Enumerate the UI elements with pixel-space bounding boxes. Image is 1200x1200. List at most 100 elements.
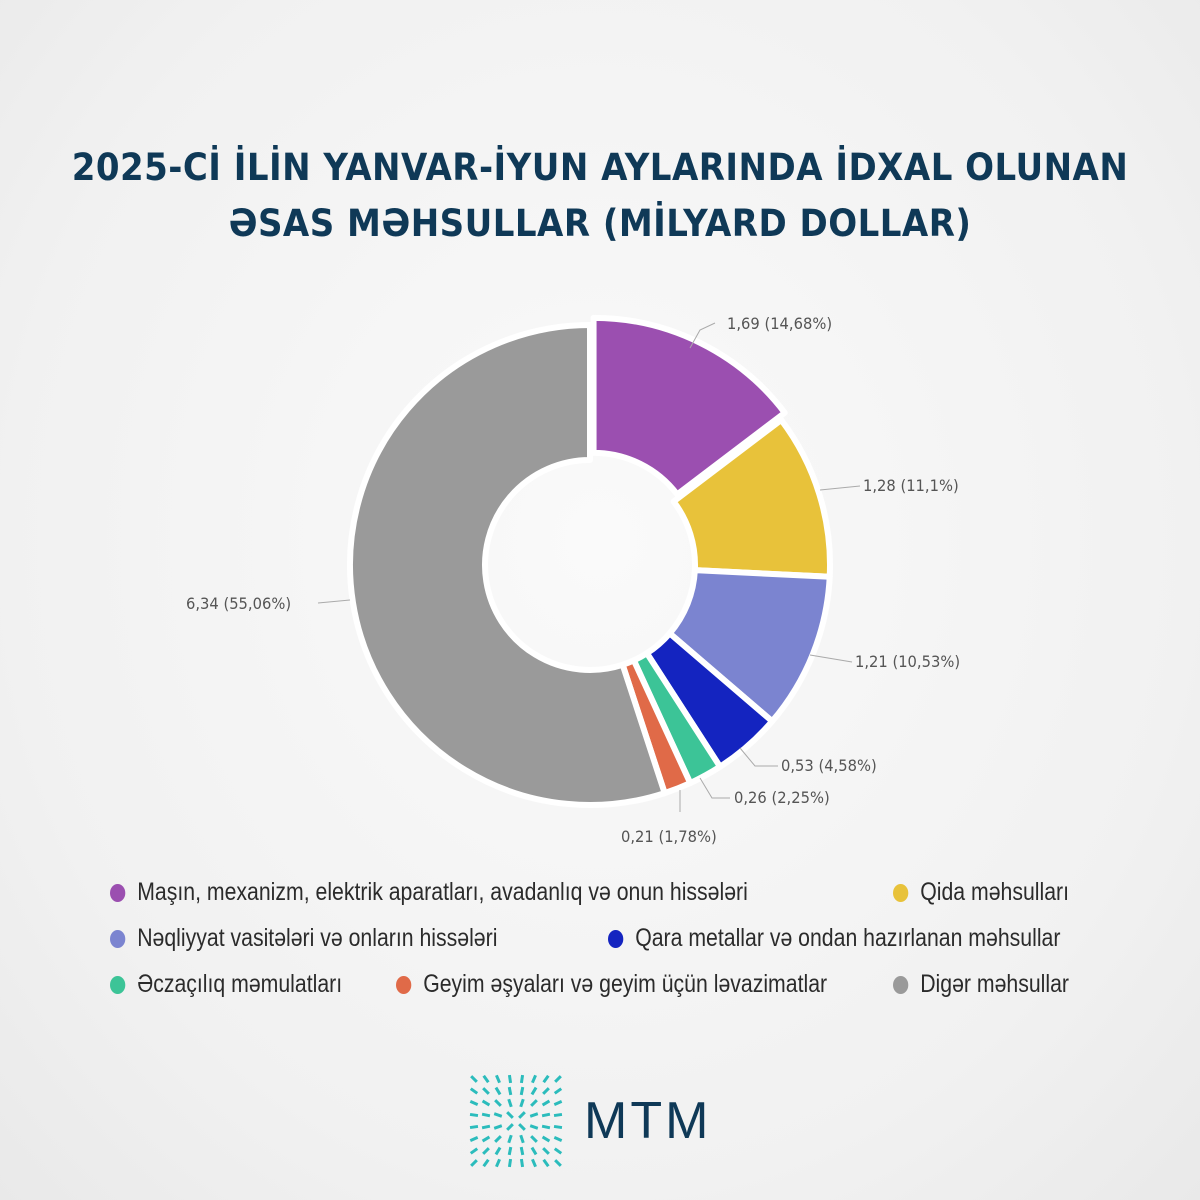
logo-dash: [494, 1086, 502, 1096]
legend-dot: [893, 883, 909, 902]
data-label-3: 0,53 (4,58%): [781, 756, 877, 775]
logo-dash: [507, 1158, 513, 1168]
legend-dot: [110, 883, 126, 902]
logo-dash: [506, 1123, 514, 1131]
logo-dash: [541, 1099, 551, 1107]
logo-dash: [530, 1086, 538, 1096]
legend-label: Geyim əşyaları və geyim üçün ləvazimatla…: [423, 970, 828, 998]
logo-dash: [507, 1086, 513, 1096]
logo-dash: [494, 1135, 502, 1143]
leader-line-4: [699, 777, 730, 799]
logo-dash: [507, 1146, 513, 1156]
data-label-4: 0,26 (2,25%): [734, 788, 830, 807]
data-label-2: 1,21 (10,53%): [855, 652, 961, 671]
legend-item-machinery: Maşın, mexanizm, elektrik aparatları, av…: [110, 878, 748, 907]
data-label-5: 0,21 (1,78%): [621, 827, 717, 846]
legend-item-food: Qida məhsulları: [893, 878, 1069, 907]
logo-dash: [507, 1134, 513, 1144]
logo-dash: [469, 1147, 479, 1155]
logo-dash: [519, 1146, 525, 1156]
legend-dot: [608, 929, 624, 948]
logo-dash: [553, 1147, 563, 1155]
leader-line-6: [317, 599, 351, 604]
logo-dash: [530, 1099, 538, 1107]
logo-dash: [481, 1099, 491, 1107]
legend-label: Əczaçılıq məmulatları: [137, 970, 343, 998]
logo-dash: [494, 1146, 502, 1156]
logo-dash: [482, 1158, 490, 1168]
legend-label: Nəqliyyat vasitələri və onların hissələr…: [137, 924, 498, 952]
logo-dash: [553, 1112, 563, 1118]
legend-label: Qida məhsulları: [920, 878, 1070, 906]
logo-dash: [542, 1158, 550, 1168]
legend-item-vehicles: Nəqliyyat vasitələri və onların hissələr…: [110, 924, 497, 953]
data-label-6: 6,34 (55,06%): [186, 594, 292, 613]
logo-dash: [519, 1086, 525, 1096]
legend-dot: [396, 975, 412, 994]
legend-item-clothing: Geyim əşyaları və geyim üçün ləvazimatla…: [396, 970, 827, 999]
logo-dash: [519, 1098, 525, 1108]
legend-item-pharma: Əczaçılıq məmulatları: [110, 970, 342, 999]
slice-6: [347, 322, 668, 808]
legend-label: Maşın, mexanizm, elektrik aparatları, av…: [137, 878, 748, 906]
logo-dash: [469, 1112, 479, 1118]
logo-dash: [482, 1074, 490, 1084]
logo-dash: [531, 1074, 537, 1084]
logo-dash: [482, 1147, 490, 1155]
logo-dash: [507, 1098, 513, 1108]
logo-dash: [481, 1112, 491, 1118]
logo-dash: [470, 1075, 478, 1083]
logo-text: MTM: [584, 1092, 712, 1150]
logo-dash: [469, 1124, 479, 1130]
logo-dash: [493, 1124, 503, 1130]
logo-dash: [542, 1087, 550, 1095]
logo-dash: [469, 1100, 479, 1106]
logo-dash: [529, 1112, 539, 1118]
logo-dash: [541, 1135, 551, 1143]
logo-dash: [553, 1100, 563, 1106]
logo-dash: [529, 1124, 539, 1130]
legend-dot: [893, 975, 909, 994]
logo-dash: [553, 1136, 563, 1142]
logo-dash: [470, 1159, 478, 1167]
logo-dash: [481, 1135, 491, 1143]
logo-dash: [553, 1124, 563, 1130]
title-line-2: ƏSAS MƏHSULLAR (MİLYARD DOLLAR): [228, 202, 972, 245]
logo-dash: [494, 1099, 502, 1107]
logo-dash: [481, 1124, 491, 1130]
logo-dash: [518, 1111, 526, 1119]
logo-dash: [469, 1136, 479, 1142]
title-line-1: 2025-Cİ İLİN YANVAR-İYUN AYLARINDA İDXAL…: [71, 146, 1129, 189]
mtm-logo: MTM: [468, 1073, 711, 1169]
logo-dash: [542, 1147, 550, 1155]
logo-dash: [519, 1134, 525, 1144]
leader-line-3: [739, 747, 778, 767]
leader-line-0: [689, 322, 716, 349]
logo-dash: [518, 1123, 526, 1131]
logo-dash: [519, 1158, 525, 1168]
leader-line-2: [809, 654, 853, 663]
logo-dash: [541, 1112, 551, 1118]
logo-dash: [530, 1146, 538, 1156]
legend-item-ferrous-metals: Qara metallar və ondan hazırlanan məhsul…: [608, 924, 1060, 953]
logo-dash: [553, 1087, 563, 1095]
legend-label: Qara metallar və ondan hazırlanan məhsul…: [635, 924, 1061, 952]
logo-dash: [469, 1087, 479, 1095]
logo-mark-icon: [469, 1074, 563, 1168]
legend-label: Digər məhsullar: [920, 970, 1070, 998]
logo-dash: [542, 1074, 550, 1084]
logo-dash: [507, 1074, 513, 1084]
logo-dash: [554, 1159, 562, 1167]
logo-dash: [482, 1087, 490, 1095]
logo-dash: [530, 1135, 538, 1143]
legend-dot: [110, 929, 126, 948]
slice-0: [590, 314, 788, 498]
legend-dot: [110, 975, 126, 994]
logo-dash: [495, 1158, 501, 1168]
leader-line-1: [819, 485, 861, 491]
chart-title: 2025-Cİ İLİN YANVAR-İYUN AYLARINDA İDXAL…: [48, 140, 1152, 252]
legend-item-other: Digər məhsullar: [893, 970, 1069, 999]
logo-dash: [493, 1112, 503, 1118]
logo-dash: [519, 1074, 525, 1084]
